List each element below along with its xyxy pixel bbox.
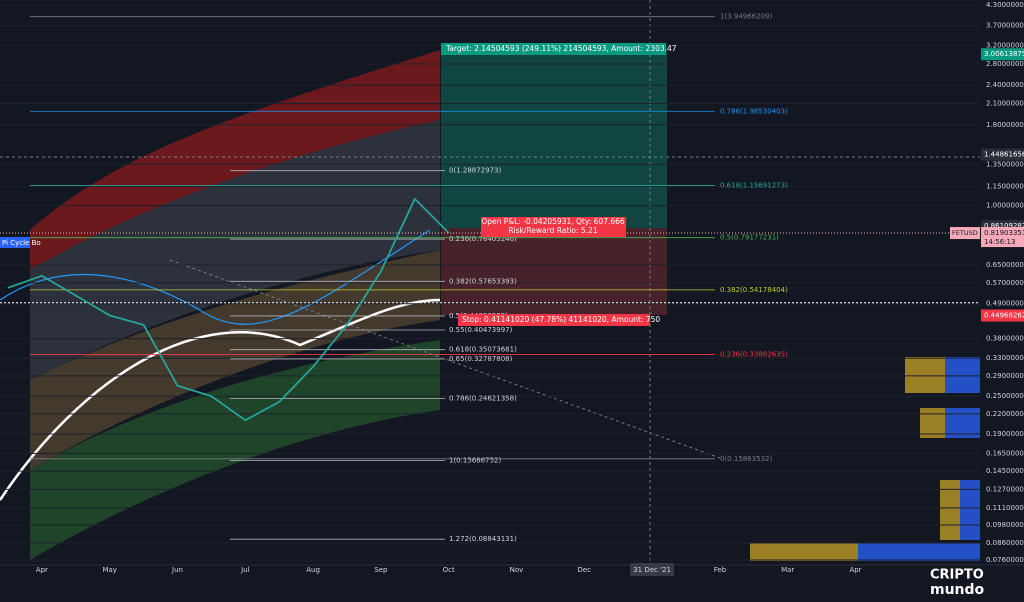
fib-label: 0.5(0.79177231) bbox=[720, 234, 779, 242]
y-tick-label: 2.10000000 bbox=[986, 100, 1024, 108]
fib-label: 0.618(1.15691273) bbox=[720, 182, 788, 190]
watermark: mundo bbox=[930, 582, 985, 598]
target-label: Target: 2.14504593 (249.11%) 214504593, … bbox=[445, 44, 677, 53]
target-label-box bbox=[441, 43, 666, 55]
x-tick-label: Apr bbox=[36, 566, 48, 574]
fib-label: 1(3.94966209) bbox=[720, 13, 772, 21]
symbol-tag bbox=[950, 227, 980, 240]
target-zone bbox=[441, 45, 667, 228]
orange-band bbox=[30, 250, 440, 470]
y-tick-label: 3.70000000 bbox=[986, 22, 1024, 30]
last-price-label: 0.81903351 bbox=[984, 229, 1024, 237]
watermark: CRIPTO bbox=[930, 568, 984, 583]
x-tick-label: Jun bbox=[171, 566, 183, 574]
pnl-label-box bbox=[481, 217, 626, 237]
last-price-tag bbox=[981, 227, 1024, 248]
x-tick-label: 31 Dec '21 bbox=[633, 566, 671, 574]
price-tag bbox=[981, 48, 1024, 61]
fib-label: 0.236(0.33882635) bbox=[720, 350, 788, 358]
fib-label: 0.55(0.40473997) bbox=[449, 326, 513, 334]
x-tick-label: Apr bbox=[849, 566, 861, 574]
fib-label: 0(1.28872973) bbox=[449, 167, 501, 175]
moving-average bbox=[0, 229, 431, 325]
x-tick-label: Aug bbox=[306, 566, 320, 574]
countdown-label: 14:56:13 bbox=[984, 238, 1015, 246]
y-tick-label: 2.40000000 bbox=[986, 81, 1024, 89]
price-tag-label: 0.86109282 bbox=[984, 222, 1024, 230]
y-tick-label: 1.15000000 bbox=[986, 182, 1024, 190]
moving-average bbox=[0, 298, 441, 501]
fib-label: 0.65(0.32787808) bbox=[449, 355, 513, 363]
fib-label: 0.786(1.98530403) bbox=[720, 107, 788, 115]
fib-label: 1.272(0.08843131) bbox=[449, 535, 517, 543]
x-tick-label: Oct bbox=[443, 566, 455, 574]
y-tick-label: 0.07600000 bbox=[986, 556, 1024, 564]
indicator-label: Pi Cycle Bo bbox=[2, 239, 41, 247]
stop-zone bbox=[441, 228, 667, 315]
pnl-label: Open P&L: -0.04205931, Qty: 607.666 bbox=[481, 217, 625, 226]
x-tick-label: May bbox=[102, 566, 116, 574]
fib-label: 0.786(0.24621358) bbox=[449, 394, 517, 402]
stop-label-box bbox=[458, 314, 650, 326]
trend-line bbox=[169, 259, 721, 459]
y-tick-label: 4.30000000 bbox=[986, 1, 1024, 9]
y-tick-label: 3.20000000 bbox=[986, 42, 1024, 50]
price-tag-label: 1.44861656 bbox=[984, 151, 1024, 159]
fib-label: 1(0.15686752) bbox=[449, 456, 501, 464]
y-tick-label: 2.80000000 bbox=[986, 60, 1024, 68]
fib-label: 0.382(0.54178404) bbox=[720, 286, 788, 294]
fib-label: 0(0.15863532) bbox=[720, 455, 772, 463]
risk-reward-label: Risk/Reward Ratio: 5.21 bbox=[508, 226, 597, 235]
x-tick-label: Jul bbox=[240, 566, 250, 574]
price-line bbox=[7, 197, 450, 422]
x-tick-label: Feb bbox=[714, 566, 727, 574]
crosshair-date-box bbox=[630, 563, 675, 576]
y-tick-label: 1.35000000 bbox=[986, 160, 1024, 168]
symbol-tag-label: FETUSD bbox=[952, 229, 978, 237]
stop-label: Stop: 0.41141020 (47.78%) 41141020, Amou… bbox=[462, 315, 660, 324]
fib-label: 0.618(0.35073681) bbox=[449, 346, 517, 354]
x-tick-label: Mar bbox=[781, 566, 794, 574]
price-tag-label: 3.00613875 bbox=[984, 50, 1024, 58]
price-tag bbox=[981, 309, 1024, 322]
lower-band bbox=[30, 340, 440, 560]
fib-label: 0.236(0.78405246) bbox=[449, 235, 517, 243]
fib-label: 0.382(0.57653393) bbox=[449, 277, 517, 285]
upper-band bbox=[30, 50, 440, 270]
y-tick-label: 1.80000000 bbox=[986, 121, 1024, 129]
indicator-label-box bbox=[0, 237, 30, 248]
middle-band bbox=[30, 120, 440, 380]
price-axis bbox=[980, 0, 1024, 602]
price-tag-label: 0.44968262 bbox=[984, 312, 1024, 320]
x-tick-label: Dec bbox=[578, 566, 592, 574]
x-tick-label: Sep bbox=[374, 566, 388, 574]
price-tag bbox=[981, 148, 1024, 161]
x-tick-label: Nov bbox=[510, 566, 524, 574]
